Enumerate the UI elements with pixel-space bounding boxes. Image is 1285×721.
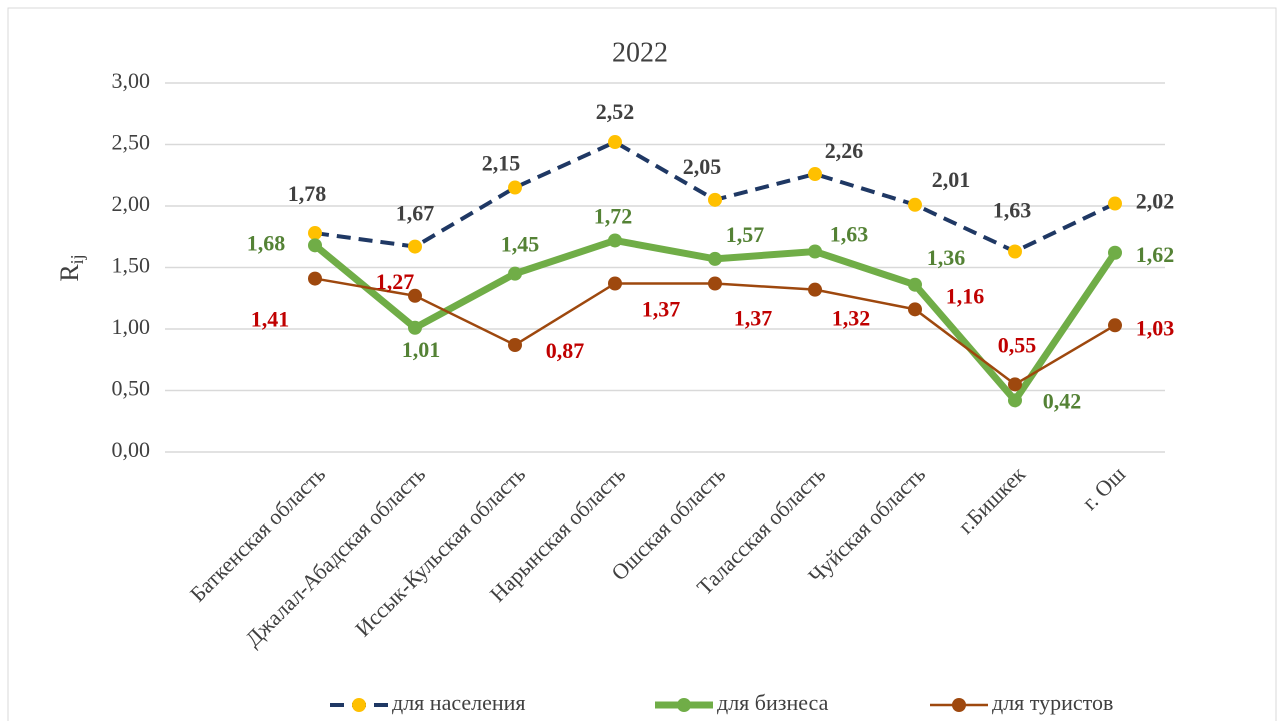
point: [608, 276, 622, 291]
point: [708, 251, 722, 266]
y-axis-label-sub: ij: [67, 254, 87, 264]
point: [508, 266, 522, 281]
point: [708, 192, 722, 207]
data-label: 2,26: [825, 138, 864, 163]
data-label: 1,45: [501, 232, 540, 257]
point: [508, 180, 522, 195]
data-label: 1,41: [251, 307, 290, 332]
point: [908, 197, 922, 212]
point: [408, 288, 422, 303]
y-tick-label: 1,00: [112, 314, 151, 339]
data-label: 1,63: [993, 198, 1032, 223]
legend-label: для туристов: [992, 690, 1113, 715]
y-axis-label-main: R: [55, 264, 84, 282]
point: [608, 135, 622, 150]
data-label: 0,87: [546, 338, 585, 363]
data-label: 1,37: [734, 306, 773, 331]
data-label: 1,27: [376, 269, 415, 294]
point: [408, 239, 422, 254]
point: [508, 337, 522, 352]
data-label: 2,15: [482, 151, 521, 176]
point: [308, 271, 322, 286]
data-label: 1,63: [830, 222, 869, 247]
point: [1108, 196, 1122, 211]
point: [1008, 393, 1022, 408]
point: [308, 226, 322, 241]
point: [608, 233, 622, 248]
data-label: 1,16: [946, 283, 985, 308]
data-label: 1,62: [1136, 242, 1175, 267]
y-tick-label: 0,00: [112, 437, 151, 462]
y-tick-label: 1,50: [112, 253, 151, 278]
y-tick-label: 0,50: [112, 376, 151, 401]
legend-marker: [677, 698, 691, 712]
data-label: 1,57: [726, 222, 765, 247]
point: [708, 276, 722, 291]
legend-label: для бизнеса: [717, 690, 829, 715]
point: [908, 277, 922, 292]
data-label: 1,67: [396, 201, 435, 226]
data-label: 1,36: [927, 245, 966, 270]
point: [1008, 244, 1022, 259]
point: [908, 302, 922, 317]
data-label: 1,03: [1136, 315, 1175, 340]
data-label: 1,32: [832, 306, 871, 331]
data-label: 2,02: [1136, 189, 1175, 214]
point: [1108, 245, 1122, 260]
y-tick-label: 2,00: [112, 191, 151, 216]
legend-marker: [352, 698, 366, 712]
point: [808, 282, 822, 297]
data-label: 1,78: [288, 181, 327, 206]
point: [1108, 318, 1122, 333]
point: [308, 238, 322, 253]
data-label: 1,37: [642, 297, 681, 322]
data-label: 0,55: [998, 332, 1037, 357]
data-label: 1,68: [247, 230, 286, 255]
legend-label: для населения: [392, 690, 526, 715]
y-tick-label: 2,50: [112, 130, 151, 155]
data-label: 1,01: [402, 337, 441, 362]
point: [408, 320, 422, 335]
y-axis-label: Rij: [55, 254, 87, 281]
data-label: 2,01: [932, 167, 971, 192]
y-tick-label: 3,00: [112, 68, 151, 93]
point: [808, 167, 822, 182]
data-label: 2,52: [596, 99, 635, 124]
point: [808, 244, 822, 259]
point: [1008, 377, 1022, 392]
data-label: 2,05: [683, 154, 722, 179]
data-label: 1,72: [594, 203, 633, 228]
chart-frame: [7, 7, 1277, 721]
data-label: 0,42: [1043, 388, 1082, 413]
chart-title: 2022: [612, 37, 668, 68]
legend-marker: [952, 698, 966, 712]
